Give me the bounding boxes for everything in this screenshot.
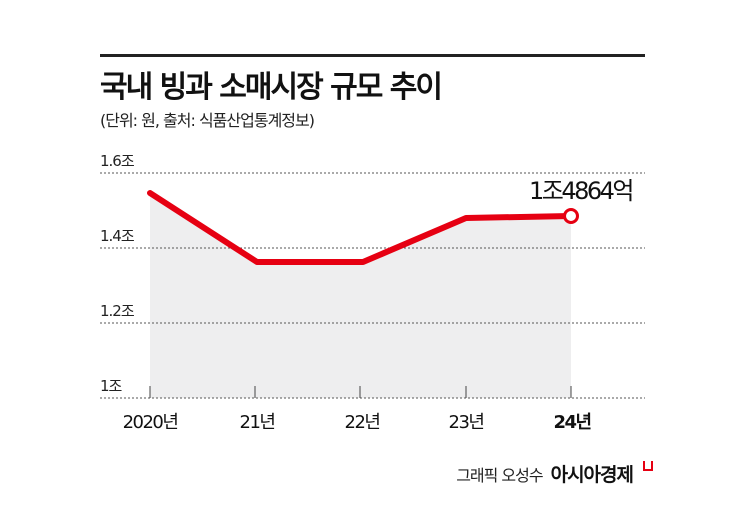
chart-subtitle: (단위: 원, 출처: 식품산업통계정보) (100, 111, 315, 130)
value-annotation: 1조4864억 (529, 177, 632, 205)
y-label-1-6: 1.6조 (100, 152, 135, 170)
x-label-24: 24년 (553, 412, 591, 433)
x-label-21: 21년 (240, 412, 275, 433)
x-ticks (149, 386, 572, 398)
chart-title: 국내 빙과 소매시장 규모 추이 (100, 70, 443, 105)
end-point-marker (563, 208, 579, 224)
gridlines (100, 172, 645, 399)
y-label-1-4: 1.4조 (100, 227, 135, 245)
y-label-1-2: 1.2조 (100, 302, 135, 320)
area-fill (150, 193, 571, 398)
x-label-23: 23년 (449, 412, 484, 433)
credit: 그래픽 오성수 아시아경제 (456, 460, 653, 487)
brand-mark-icon (643, 461, 653, 471)
brand-logo: 아시아경제 (550, 464, 634, 486)
x-label-22: 22년 (345, 412, 380, 433)
x-label-2020: 2020년 (123, 412, 178, 433)
top-rule (100, 54, 645, 57)
graphic-author: 그래픽 오성수 (456, 466, 543, 485)
y-label-1-0: 1조 (100, 377, 123, 395)
series-line (147, 190, 574, 265)
